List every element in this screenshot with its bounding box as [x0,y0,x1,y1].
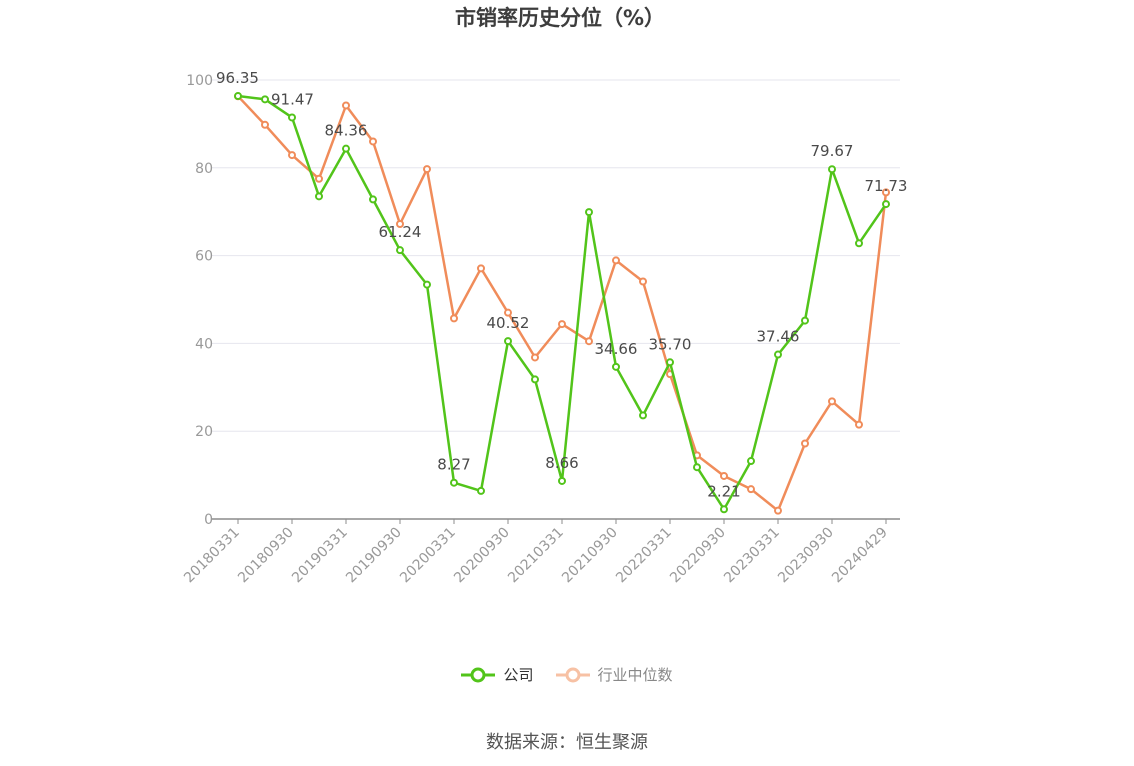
data-point [558,320,566,329]
data-label: 71.73 [865,177,908,195]
data-point [801,439,809,448]
legend-swatch-industry [555,667,590,682]
data-point [882,188,890,197]
data-point [396,246,404,255]
data-point [234,92,242,101]
data-point [504,308,512,317]
data-label: 2.21 [707,482,740,500]
data-label: 40.52 [487,314,530,332]
legend-item-company[interactable]: 公司 [461,664,534,685]
data-point [261,120,269,129]
data-point [369,195,377,204]
x-tick-label: 20200331 [397,525,459,587]
data-point [585,337,593,346]
data-label: 8.66 [545,454,578,472]
data-point [450,314,458,323]
data-point [477,486,485,495]
data-point [423,165,431,174]
chart-title: 市销率历史分位（%） [454,6,666,30]
data-point [828,165,836,174]
data-point [261,95,269,104]
data-label: 34.66 [595,340,638,358]
data-point [342,101,350,110]
y-tick-label: 0 [204,512,213,528]
data-point [801,316,809,325]
grid-layer [212,79,900,432]
series-layer [234,92,890,515]
data-point [882,200,890,209]
data-point [531,353,539,362]
data-point [855,239,863,248]
data-point [639,277,647,286]
x-tick-label: 20180331 [181,525,243,587]
data-label: 79.67 [811,142,854,160]
data-point [855,420,863,429]
data-point [288,151,296,160]
y-tick-label: 80 [195,161,213,177]
y-tick-label: 100 [186,73,213,89]
data-point [747,457,755,466]
data-point [369,137,377,146]
data-point [720,471,728,480]
x-tick-label: 20220930 [667,525,729,587]
x-tick-label: 20190331 [289,525,351,587]
data-point [612,256,620,265]
data-label: 37.46 [757,328,800,346]
data-point [693,463,701,472]
legend-label-company: 公司 [503,666,534,684]
x-tick-label: 20210930 [559,525,621,587]
data-label: 35.70 [649,335,692,353]
y-tick-label: 40 [195,336,213,352]
x-tick-label: 20240429 [829,525,891,587]
data-label: 8.27 [437,456,470,474]
data-point [639,411,647,420]
x-tick-label: 20200930 [451,525,513,587]
data-point [612,362,620,371]
data-point [558,476,566,485]
data-label: 96.35 [216,69,259,87]
data-label: 61.24 [379,223,422,241]
x-tick-label: 20210331 [505,525,567,587]
data-point [828,397,836,406]
data-point [315,174,323,183]
data-point [666,358,674,367]
data-point [450,478,458,487]
legend: 公司 行业中位数 [0,664,1134,685]
x-tick-label: 20180930 [235,525,297,587]
data-point [342,144,350,153]
data-point [531,375,539,384]
data-point [504,337,512,346]
x-tick-label: 20220331 [613,525,675,587]
series-line-1 [237,95,888,512]
data-label: 91.47 [271,90,314,108]
legend-swatch-company [461,667,496,682]
data-source: 数据来源：恒生聚源 [486,732,648,753]
data-point [477,264,485,273]
y-tick-label: 60 [195,249,213,265]
data-point [315,192,323,201]
data-label: 84.36 [325,122,368,140]
line-chart: 0 20 40 60 80 100 2018033120180930201903312019… [181,69,907,587]
data-point [747,485,755,494]
data-point [396,219,404,228]
data-point [585,208,593,217]
series-line-0 [237,94,888,511]
data-point [774,350,782,359]
x-tick-label: 20190930 [343,525,405,587]
x-tick-label: 20230930 [775,525,837,587]
label-layer: 96.35 91.47 84.36 61.24 8.27 40.52 8.66 34.66 35… [216,69,907,500]
data-point [720,505,728,514]
legend-item-industry[interactable]: 行业中位数 [555,664,673,685]
data-point [774,506,782,515]
y-tick-label: 20 [195,424,213,440]
legend-label-industry: 行业中位数 [597,666,673,684]
data-point [423,280,431,289]
x-tick-label: 20230331 [721,525,783,587]
data-point [288,113,296,122]
